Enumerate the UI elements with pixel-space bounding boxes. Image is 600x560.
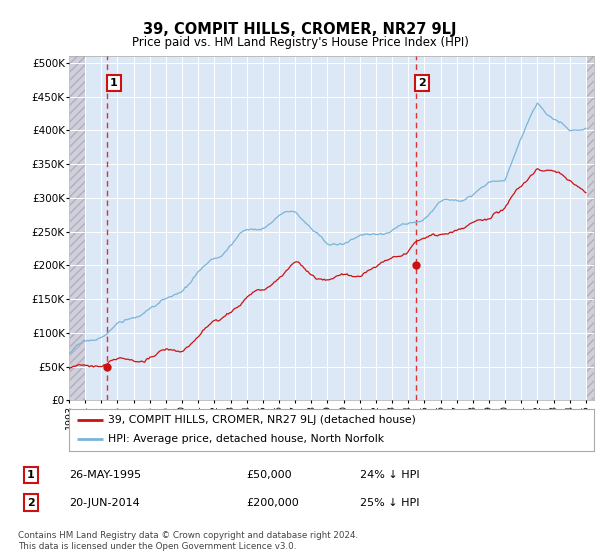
Text: 39, COMPIT HILLS, CROMER, NR27 9LJ (detached house): 39, COMPIT HILLS, CROMER, NR27 9LJ (deta… xyxy=(109,415,416,425)
Text: 1: 1 xyxy=(110,78,118,88)
Text: HPI: Average price, detached house, North Norfolk: HPI: Average price, detached house, Nort… xyxy=(109,435,385,445)
Text: 2: 2 xyxy=(27,498,35,507)
Text: Contains HM Land Registry data © Crown copyright and database right 2024.
This d: Contains HM Land Registry data © Crown c… xyxy=(18,531,358,551)
Text: 2: 2 xyxy=(418,78,426,88)
Text: £50,000: £50,000 xyxy=(246,470,292,480)
Text: 1: 1 xyxy=(27,470,35,480)
Text: 39, COMPIT HILLS, CROMER, NR27 9LJ: 39, COMPIT HILLS, CROMER, NR27 9LJ xyxy=(143,22,457,38)
Text: Price paid vs. HM Land Registry's House Price Index (HPI): Price paid vs. HM Land Registry's House … xyxy=(131,36,469,49)
Text: 20-JUN-2014: 20-JUN-2014 xyxy=(69,498,140,507)
Text: 26-MAY-1995: 26-MAY-1995 xyxy=(69,470,141,480)
Text: 25% ↓ HPI: 25% ↓ HPI xyxy=(360,498,419,507)
Bar xyxy=(586,56,594,400)
Bar xyxy=(69,56,85,400)
Text: 24% ↓ HPI: 24% ↓ HPI xyxy=(360,470,419,480)
Text: £200,000: £200,000 xyxy=(246,498,299,507)
